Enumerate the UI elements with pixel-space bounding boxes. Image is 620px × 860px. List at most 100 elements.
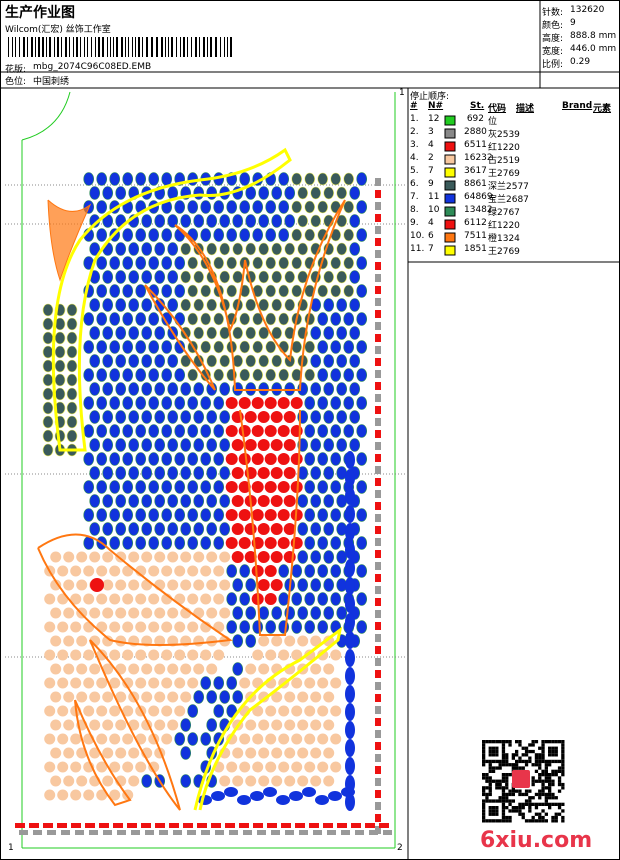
stitch-dot (271, 719, 283, 731)
stitch-dot (57, 705, 69, 717)
stitch-dot (66, 401, 78, 415)
stitch-dot (219, 466, 231, 480)
qr-cell (534, 763, 539, 767)
qr-cell (524, 799, 529, 803)
stitch-dot (349, 438, 361, 452)
stitch-dot (245, 634, 257, 648)
border-stitch (253, 823, 263, 828)
stitch-dot (161, 228, 173, 242)
stitch-dot (174, 649, 186, 661)
border-stitch (169, 823, 179, 828)
stitch-dot (96, 368, 108, 382)
barcode-bar (125, 37, 126, 57)
border-stitch (337, 823, 347, 828)
text: 比例: (542, 60, 564, 70)
stitch-dot (310, 382, 322, 396)
stitch-dot (135, 621, 147, 633)
qr-cell (491, 746, 496, 750)
stitch-dot (109, 536, 121, 550)
stitch-dot (187, 593, 199, 605)
qr-cell (554, 815, 558, 820)
stitch-dot (96, 565, 108, 577)
qr-cell (531, 815, 535, 820)
border-stitch (57, 823, 67, 828)
stitch-dot (135, 593, 147, 605)
stitch-dot (148, 621, 160, 633)
stitch-dot (257, 467, 270, 479)
stitch-dot (83, 789, 95, 801)
qr-cell (561, 782, 565, 787)
color-label: 色位: (5, 77, 27, 87)
stitch-dot (109, 256, 121, 270)
stitch-dot (345, 451, 355, 469)
stitch-dot (44, 621, 56, 633)
stitch-dot (271, 775, 283, 787)
qr-cell (538, 792, 542, 797)
stitch-dot (244, 523, 257, 535)
border-stitch (375, 478, 381, 486)
qr-cell (551, 740, 555, 744)
barcode-bar (142, 37, 143, 57)
qr-cell (548, 802, 552, 806)
stitch-dot (180, 746, 192, 760)
color-swatch (444, 167, 456, 178)
stitch-dot (109, 452, 121, 466)
qr-cell (534, 792, 539, 797)
text: N# (428, 101, 444, 111)
stitch-dot (83, 452, 95, 466)
stitch-dot (66, 373, 78, 387)
text: 6 (428, 231, 434, 241)
stitch-dot (89, 326, 101, 340)
stitch-dot (115, 607, 127, 619)
stitch-dot (109, 677, 121, 689)
stitch-dot (96, 508, 108, 522)
qr-cell (548, 763, 552, 767)
qr-cell (501, 812, 506, 816)
stitch-dot (200, 284, 212, 298)
stitch-dot (265, 733, 277, 745)
qr-cell (548, 806, 552, 810)
qr-cell (501, 743, 506, 747)
stitch-dot (200, 228, 212, 242)
stitch-dot (42, 303, 54, 317)
qr-cell (528, 756, 532, 760)
qr-cell (518, 759, 522, 764)
frame-arc (21, 91, 71, 141)
text: 6. (410, 179, 419, 189)
stitch-dot (54, 345, 66, 359)
stitch-dot (251, 425, 264, 437)
stitch-dot (148, 312, 160, 326)
stitch-dot (44, 761, 56, 773)
stitch-dot (304, 396, 316, 410)
border-stitch (375, 334, 381, 342)
qr-cell (548, 782, 552, 787)
border-stitch (43, 823, 53, 828)
stitch-dot (213, 312, 225, 326)
qr-cell (508, 763, 512, 767)
qr-cell (551, 769, 555, 773)
border-stitch (375, 514, 381, 522)
stitch-dot (317, 536, 329, 550)
stitch-dot (225, 509, 238, 521)
text: 132620 (570, 5, 605, 15)
stitch-dot (258, 354, 270, 368)
text: 2880 (464, 127, 487, 137)
stitch-dot (154, 410, 166, 424)
stitch-dot (239, 761, 251, 773)
stitch-dot (304, 452, 316, 466)
color-swatch (444, 115, 456, 126)
qr-cell (511, 799, 515, 803)
stitch-dot (115, 579, 127, 591)
stitch-dot (122, 452, 134, 466)
barcode-bar (165, 37, 166, 57)
qr-cell (541, 756, 545, 760)
stitch-dot (245, 186, 257, 200)
stitch-dot (284, 298, 296, 312)
stitch-dot (264, 397, 277, 409)
stitch-dot (200, 312, 212, 326)
qr-cell (501, 746, 506, 750)
stitch-dot (232, 747, 244, 759)
stitch-dot (356, 564, 368, 578)
outline (37, 533, 233, 646)
barcode-bar (138, 37, 140, 57)
